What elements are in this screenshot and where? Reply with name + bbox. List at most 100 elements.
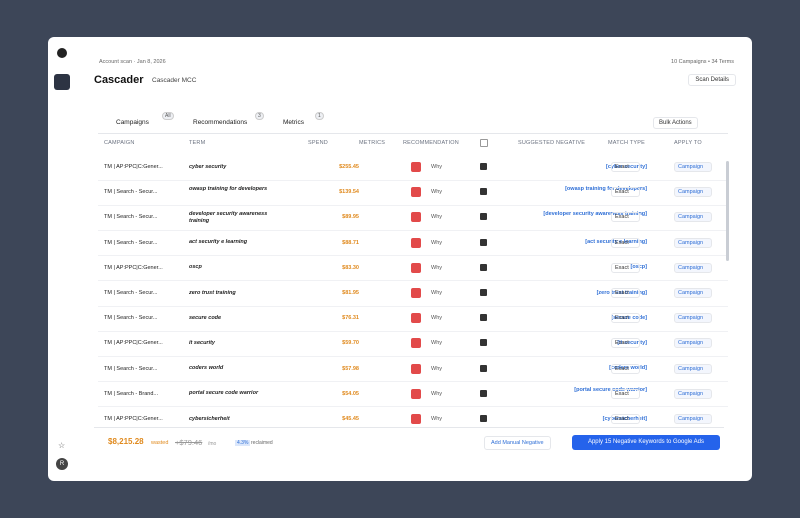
apply-to[interactable]: Campaign bbox=[674, 237, 713, 248]
reclaimed-pct: 4.3% bbox=[235, 440, 251, 446]
tab-badge: All bbox=[162, 112, 174, 120]
match-type[interactable]: Exact bbox=[611, 262, 640, 273]
divider bbox=[98, 133, 728, 134]
campaign: TM | Search - Secur... bbox=[104, 290, 158, 296]
app-window: ☆ R Account scan · Jan 8, 2026 Cascader … bbox=[48, 37, 752, 481]
row-checkbox[interactable] bbox=[480, 238, 487, 246]
why-dropdown[interactable]: Why bbox=[431, 164, 442, 170]
match-type[interactable]: Exact bbox=[611, 388, 640, 399]
match-type[interactable]: Exact bbox=[611, 363, 640, 374]
reject-icon bbox=[411, 414, 421, 424]
match-type[interactable]: Exact bbox=[611, 288, 640, 298]
reject-icon bbox=[411, 288, 421, 298]
apply-to[interactable]: Campaign bbox=[674, 414, 713, 424]
match-type[interactable]: Exact bbox=[611, 212, 640, 223]
suggested-negative: [act security e learning] bbox=[585, 239, 647, 246]
row-checkbox[interactable] bbox=[480, 389, 487, 397]
match-type[interactable]: Exact bbox=[611, 313, 640, 324]
apply-to[interactable]: Campaign bbox=[674, 338, 713, 349]
spend: $54.05 bbox=[342, 390, 359, 397]
column-header: RECOMMENDATION bbox=[403, 140, 459, 146]
add-manual-negative[interactable]: Add Manual Negative bbox=[484, 436, 551, 450]
account: Cascader MCC bbox=[152, 77, 197, 84]
spend: $255.45 bbox=[339, 164, 359, 170]
match-type[interactable]: Exact bbox=[611, 338, 640, 349]
spend: $88.71 bbox=[342, 239, 359, 246]
row-checkbox[interactable] bbox=[480, 339, 487, 347]
apply-button[interactable]: Apply 15 Negative Keywords to Google Ads bbox=[572, 435, 720, 450]
term: secure code bbox=[189, 314, 222, 321]
row-checkbox[interactable] bbox=[480, 314, 487, 322]
reclaimed-label: reclaimed bbox=[251, 440, 273, 446]
why-dropdown[interactable]: Why bbox=[431, 239, 442, 246]
match-type[interactable]: Exact bbox=[611, 414, 640, 424]
saving-unit: /mo bbox=[208, 441, 217, 447]
why-dropdown[interactable]: Why bbox=[431, 189, 442, 196]
star-icon[interactable]: ☆ bbox=[58, 441, 66, 450]
title: Cascader bbox=[94, 74, 144, 86]
row-divider bbox=[98, 305, 728, 307]
why-dropdown[interactable]: Why bbox=[431, 214, 442, 221]
row-checkbox[interactable] bbox=[480, 163, 487, 170]
term: cyber security bbox=[189, 163, 227, 170]
why-dropdown[interactable]: Why bbox=[431, 264, 442, 271]
saving: +$79.46 bbox=[175, 438, 203, 447]
apply-to[interactable]: Campaign bbox=[674, 262, 713, 273]
apply-to[interactable]: Campaign bbox=[674, 288, 713, 298]
column-header: APPLY TO bbox=[674, 140, 702, 146]
tab[interactable]: Recommendations bbox=[193, 119, 248, 126]
spend: $45.45 bbox=[342, 416, 359, 422]
apply-to[interactable]: Campaign bbox=[674, 212, 713, 223]
term: portal secure code warrior bbox=[189, 390, 259, 397]
column-header: METRICS bbox=[359, 140, 386, 146]
campaign: TM | Search - Secur... bbox=[104, 365, 158, 372]
column-header: SUGGESTED NEGATIVE bbox=[518, 140, 586, 146]
why-dropdown[interactable]: Why bbox=[431, 315, 442, 322]
reject-icon bbox=[411, 212, 421, 223]
term: zero trust training bbox=[189, 289, 236, 296]
why-dropdown[interactable]: Why bbox=[431, 290, 442, 296]
campaign: TM | Search - Brand... bbox=[104, 390, 159, 397]
apply-to[interactable]: Campaign bbox=[674, 187, 713, 198]
why-dropdown[interactable]: Why bbox=[431, 416, 442, 422]
row-divider bbox=[98, 356, 728, 357]
row-divider bbox=[98, 406, 728, 408]
row-divider bbox=[98, 179, 728, 181]
avatar[interactable]: R bbox=[56, 458, 68, 470]
apply-to[interactable]: Campaign bbox=[674, 388, 713, 399]
column-header: MATCH TYPE bbox=[608, 140, 645, 146]
apply-to[interactable]: Campaign bbox=[674, 313, 713, 324]
match-type[interactable]: Exact bbox=[611, 237, 640, 248]
suggested-negative: [coders world] bbox=[609, 365, 647, 372]
apply-to[interactable]: Campaign bbox=[674, 162, 713, 172]
bulk-actions[interactable]: Bulk Actions bbox=[653, 117, 698, 129]
scan-details-button[interactable]: Scan Details bbox=[688, 74, 736, 86]
row-checkbox[interactable] bbox=[480, 289, 487, 296]
why-dropdown[interactable]: Why bbox=[431, 340, 442, 347]
suggested-negative: [owasp training for developers] bbox=[565, 185, 647, 192]
row-checkbox[interactable] bbox=[480, 263, 487, 271]
spend: $57.98 bbox=[342, 365, 359, 372]
row-checkbox[interactable] bbox=[480, 364, 487, 372]
nav-icon[interactable] bbox=[54, 74, 70, 90]
term: developer security awareness training bbox=[189, 210, 268, 224]
row-checkbox[interactable] bbox=[480, 188, 487, 196]
column-header: SPEND bbox=[308, 140, 328, 146]
row-divider bbox=[98, 381, 728, 383]
apply-to[interactable]: Campaign bbox=[674, 363, 713, 374]
spend: $59.70 bbox=[342, 340, 359, 347]
campaign: TM | AP:PPC|C:Gener... bbox=[104, 340, 163, 347]
row-checkbox[interactable] bbox=[480, 415, 487, 422]
row-checkbox[interactable] bbox=[480, 213, 487, 221]
why-dropdown[interactable]: Why bbox=[431, 390, 442, 397]
reject-icon bbox=[411, 262, 421, 273]
match-type[interactable]: Exact bbox=[611, 162, 640, 172]
campaign: TM | AP:PPC|C:Gener... bbox=[104, 416, 163, 422]
tab[interactable]: Metrics bbox=[283, 119, 304, 126]
summary: 10 Campaigns • 34 Terms bbox=[671, 59, 734, 65]
match-type[interactable]: Exact bbox=[611, 187, 640, 198]
reject-icon bbox=[411, 313, 421, 324]
tab[interactable]: Campaigns bbox=[116, 119, 149, 126]
campaign: TM | AP:PPC|C:Gener... bbox=[104, 164, 163, 170]
why-dropdown[interactable]: Why bbox=[431, 365, 442, 372]
